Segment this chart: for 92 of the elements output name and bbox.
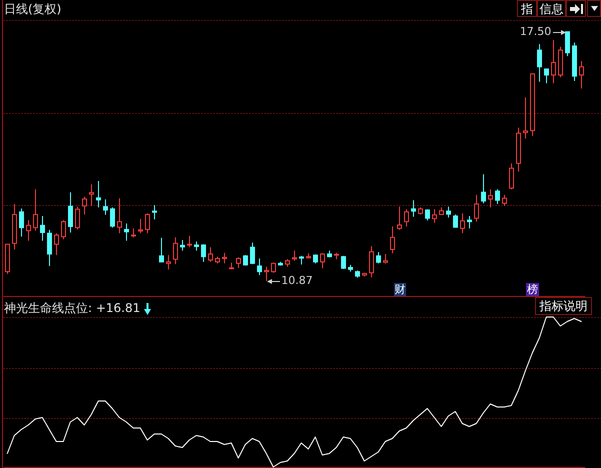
candlestick <box>474 194 479 222</box>
candlestick <box>264 266 269 282</box>
candlestick <box>257 258 262 276</box>
candlestick <box>19 208 24 238</box>
candlestick <box>558 46 563 78</box>
candlestick <box>96 180 101 208</box>
candlestick <box>334 252 339 260</box>
candlestick <box>481 174 486 204</box>
candlestick <box>159 237 164 262</box>
candlestick <box>523 97 528 140</box>
candlestick <box>278 261 283 266</box>
candlestick <box>82 196 87 215</box>
candlestick <box>173 236 178 265</box>
candlestick <box>68 192 73 234</box>
candlestick <box>12 203 17 250</box>
candlestick <box>341 255 346 270</box>
candlestick <box>425 208 430 221</box>
candlestick <box>47 229 52 266</box>
text: 财 <box>394 283 406 296</box>
candlestick <box>236 256 241 268</box>
candlestick <box>124 223 129 242</box>
candlestick <box>572 42 577 82</box>
candlestick <box>565 31 570 57</box>
candlestick <box>460 212 465 234</box>
candlestick <box>306 252 311 259</box>
candlestick <box>33 188 38 232</box>
candlestick <box>488 188 493 208</box>
candlestick <box>446 206 451 218</box>
candlestick <box>397 206 402 230</box>
candlestick <box>285 258 290 268</box>
annotation: 10.87 <box>281 274 313 287</box>
chart-title: 神光生命线点位: +16.81 <box>4 301 140 316</box>
candlestick <box>376 252 381 264</box>
candlestick <box>404 208 409 228</box>
candlestick <box>61 220 66 240</box>
candlestick <box>439 206 444 216</box>
candlestick <box>222 252 227 264</box>
toolbar-button: 信息 <box>537 0 566 17</box>
candlestick <box>26 220 31 242</box>
candlestick <box>537 44 542 82</box>
candlestick <box>229 262 234 270</box>
candlestick <box>215 256 220 264</box>
candlestick <box>530 73 535 136</box>
candlestick <box>89 184 94 206</box>
candlestick <box>75 206 80 230</box>
candlestick <box>320 252 325 269</box>
candlestick <box>40 215 45 242</box>
chart-title: 日线(复权) <box>4 2 62 17</box>
toolbar-button: 指 <box>517 0 537 17</box>
candlestick <box>117 198 122 234</box>
candlestick <box>299 255 304 265</box>
candlestick <box>509 162 514 190</box>
candlestick <box>411 200 416 218</box>
candlestick <box>208 246 213 262</box>
candlestick <box>348 264 353 272</box>
candlestick <box>166 254 171 270</box>
candlestick <box>432 208 437 224</box>
candlestick <box>362 272 367 278</box>
help-button: 指标说明 <box>535 297 592 315</box>
candlestick <box>201 244 206 262</box>
candlestick <box>5 244 10 274</box>
candlestick <box>453 214 458 228</box>
candlestick <box>355 270 360 278</box>
text: 榜 <box>527 283 538 296</box>
candlestick <box>418 206 423 215</box>
candlestick <box>131 228 136 238</box>
candlestick <box>103 198 108 216</box>
candlestick <box>271 262 276 274</box>
candlestick <box>187 235 192 248</box>
candlestick <box>369 246 374 278</box>
candlestick <box>551 39 556 84</box>
candlestick <box>390 226 395 254</box>
candlestick <box>152 204 157 220</box>
annotation: 17.50 <box>520 25 552 38</box>
candlestick <box>180 240 185 252</box>
candlestick <box>544 68 549 84</box>
candlestick <box>467 215 472 229</box>
candlestick <box>383 253 388 264</box>
candlestick <box>54 232 59 256</box>
candlestick <box>194 241 199 252</box>
candlestick <box>110 206 115 228</box>
candlestick <box>292 250 297 262</box>
candlestick <box>495 188 500 204</box>
candlestick <box>313 254 318 264</box>
candlestick <box>250 242 255 265</box>
candlestick <box>327 250 332 258</box>
candlestick <box>243 254 248 266</box>
candlestick <box>138 218 143 234</box>
candlestick <box>502 194 507 206</box>
candlestick <box>516 127 521 172</box>
candlestick <box>579 60 584 89</box>
candlestick <box>145 212 150 234</box>
